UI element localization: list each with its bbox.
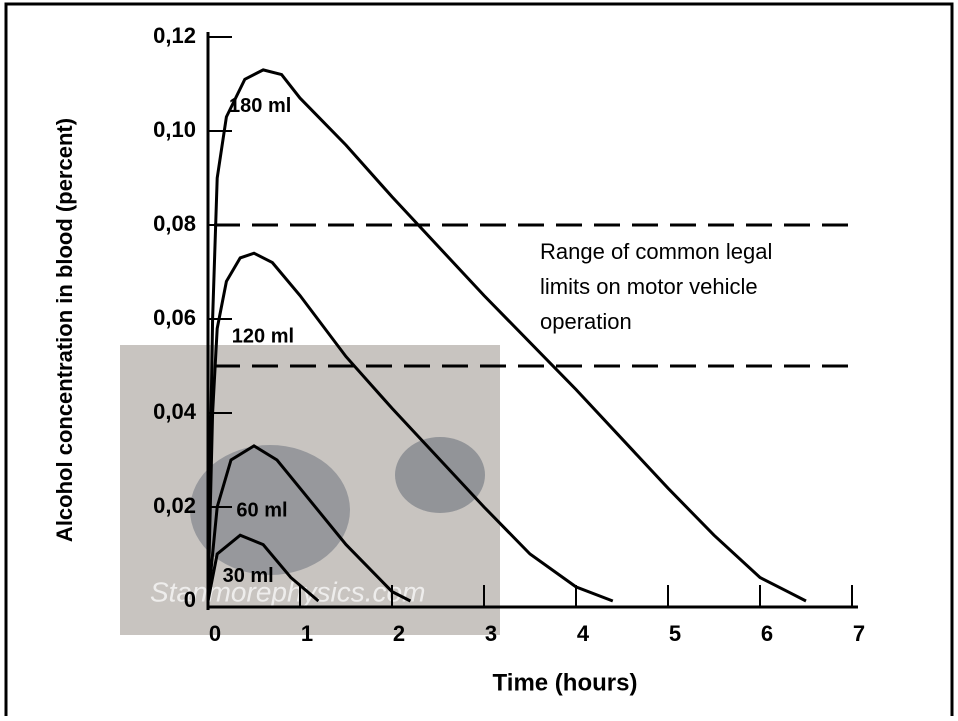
curve-label: 30 ml bbox=[223, 565, 274, 587]
annotation: operation bbox=[540, 309, 632, 334]
frame bbox=[4, 2, 954, 721]
series-line bbox=[206, 251, 614, 603]
y-tick-label: 0,04 bbox=[153, 399, 197, 424]
photo-pot bbox=[395, 437, 485, 513]
x-tick-label: 4 bbox=[577, 621, 590, 646]
y-tick-label: 0,06 bbox=[153, 305, 196, 330]
x-tick-label: 2 bbox=[393, 621, 405, 646]
x-tick-label: 0 bbox=[209, 621, 221, 646]
y-tick-label: 0,02 bbox=[153, 493, 196, 518]
x-tick-label: 7 bbox=[853, 621, 865, 646]
y-tick-label: 0,12 bbox=[153, 23, 196, 48]
y-tick-label: 0 bbox=[184, 587, 196, 612]
x-axis-label: Time (hours) bbox=[493, 669, 638, 696]
series-line bbox=[206, 533, 320, 603]
x-tick-label: 1 bbox=[301, 621, 313, 646]
x-tick-label: 3 bbox=[485, 621, 497, 646]
series-line bbox=[206, 444, 412, 603]
curve-label: 180 ml bbox=[229, 95, 291, 117]
curve-label: 120 ml bbox=[232, 325, 294, 347]
annotation: limits on motor vehicle bbox=[540, 274, 758, 299]
x-tick-label: 5 bbox=[669, 621, 681, 646]
y-tick-label: 0,08 bbox=[153, 211, 196, 236]
series-line bbox=[206, 68, 807, 603]
y-tick-label: 0,10 bbox=[153, 117, 196, 142]
curve-label: 60 ml bbox=[236, 499, 287, 521]
watermark: Stanmorephysics.com bbox=[150, 576, 425, 607]
y-axis-label: Alcohol concentration in blood (percent) bbox=[52, 118, 77, 542]
annotation: Range of common legal bbox=[540, 239, 772, 264]
x-tick-label: 6 bbox=[761, 621, 773, 646]
